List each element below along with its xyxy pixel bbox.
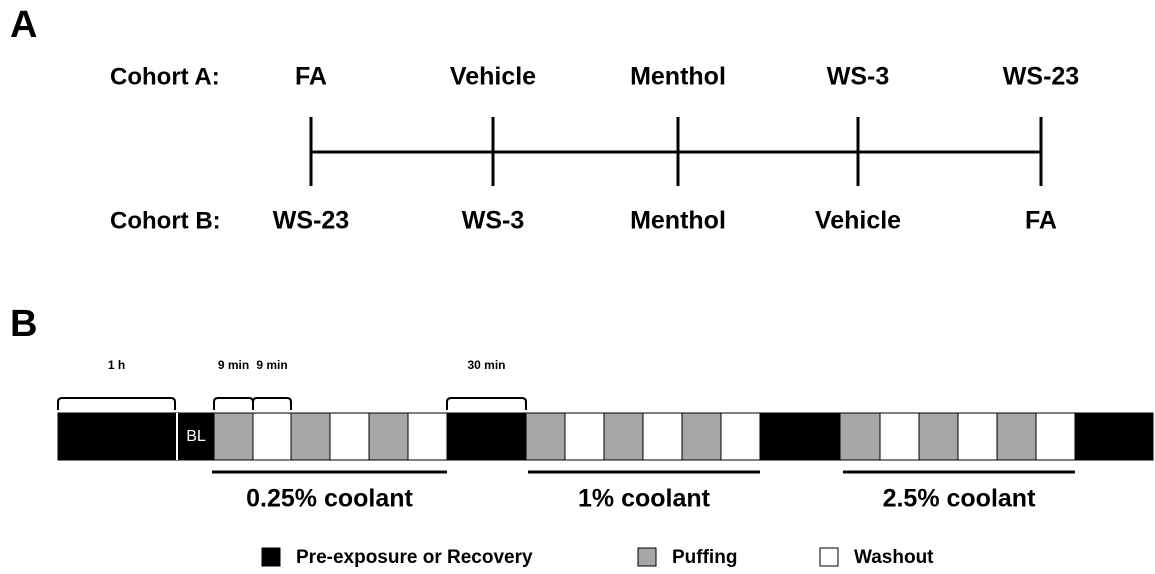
bracket xyxy=(213,397,254,410)
legend-label: Puffing xyxy=(672,547,737,568)
cohort-item: WS-23 xyxy=(1003,63,1079,91)
protocol-segment xyxy=(603,412,644,461)
legend-label: Washout xyxy=(854,547,934,568)
protocol-segment xyxy=(879,412,920,461)
legend-swatch xyxy=(261,547,281,567)
protocol-segment xyxy=(1035,412,1076,461)
panel-label: B xyxy=(10,303,37,345)
cohort-item: FA xyxy=(295,63,327,91)
legend-swatch xyxy=(637,547,657,567)
protocol-segment xyxy=(564,412,605,461)
cohort-item: WS-3 xyxy=(462,207,525,235)
bracket-label: 9 min xyxy=(218,358,249,372)
protocol-segment xyxy=(407,412,448,461)
bracket-label: 1 h xyxy=(108,358,125,372)
protocol-segment xyxy=(957,412,998,461)
baseline-label: BL xyxy=(186,428,206,445)
bracket xyxy=(57,397,176,410)
cohort-item: Menthol xyxy=(630,63,726,91)
cohort-item: WS-3 xyxy=(827,63,890,91)
dose-label: 2.5% coolant xyxy=(883,485,1036,513)
protocol-segment xyxy=(252,412,292,461)
protocol-segment xyxy=(1074,412,1154,461)
panel-label: A xyxy=(10,4,37,46)
cohort-label: Cohort A: xyxy=(110,63,220,90)
protocol-segment xyxy=(642,412,683,461)
legend-label: Pre-exposure or Recovery xyxy=(296,547,533,568)
protocol-segment xyxy=(213,412,254,461)
bracket-label: 30 min xyxy=(467,358,505,372)
cohort-label: Cohort B: xyxy=(110,207,221,234)
legend-swatch xyxy=(819,547,839,567)
protocol-segment xyxy=(918,412,959,461)
bracket xyxy=(252,397,292,410)
protocol-segment xyxy=(446,412,527,461)
protocol-segment xyxy=(177,412,215,461)
cohort-item: Menthol xyxy=(630,207,726,235)
protocol-segment xyxy=(525,412,566,461)
dose-label: 1% coolant xyxy=(578,485,711,513)
protocol-segment xyxy=(759,412,841,461)
protocol-segment xyxy=(681,412,722,461)
cohort-item: WS-23 xyxy=(273,207,349,235)
cohort-item: Vehicle xyxy=(450,63,536,91)
protocol-segment xyxy=(290,412,331,461)
bracket xyxy=(446,397,527,410)
protocol-segment xyxy=(720,412,761,461)
cohort-item: FA xyxy=(1025,207,1057,235)
protocol-segment xyxy=(329,412,370,461)
dose-label: 0.25% coolant xyxy=(246,485,413,513)
bracket-label: 9 min xyxy=(256,358,287,372)
protocol-segment xyxy=(368,412,409,461)
cohort-item: Vehicle xyxy=(815,207,901,235)
protocol-segment xyxy=(839,412,881,461)
protocol-segment xyxy=(996,412,1037,461)
protocol-segment xyxy=(57,412,179,461)
